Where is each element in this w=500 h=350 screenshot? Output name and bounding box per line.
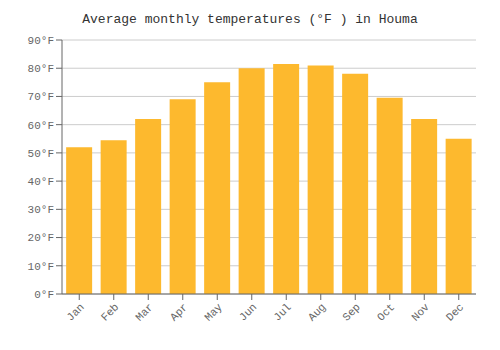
svg-text:60°F: 60°F — [28, 120, 54, 132]
svg-text:70°F: 70°F — [28, 91, 54, 103]
svg-text:90°F: 90°F — [28, 35, 54, 47]
svg-text:30°F: 30°F — [28, 204, 54, 216]
svg-text:40°F: 40°F — [28, 176, 54, 188]
svg-text:Nov: Nov — [409, 301, 432, 324]
svg-text:Feb: Feb — [99, 301, 121, 323]
svg-text:Jan: Jan — [64, 301, 86, 323]
svg-text:Dec: Dec — [444, 301, 466, 323]
svg-text:May: May — [202, 301, 225, 324]
html-text:Average monthly temperatures (: Average monthly temperatures (°F ) in Ho… — [82, 12, 418, 27]
svg-text:Jul: Jul — [271, 301, 293, 323]
svg-text:10°F: 10°F — [28, 261, 54, 273]
svg-text:Mar: Mar — [133, 301, 155, 323]
svg-text:80°F: 80°F — [28, 63, 54, 75]
svg-text:50°F: 50°F — [28, 148, 54, 160]
svg-text:Aug: Aug — [306, 301, 328, 323]
svg-text:Oct: Oct — [375, 301, 397, 323]
svg-text:Sep: Sep — [340, 301, 362, 323]
svg-text:Jun: Jun — [237, 301, 259, 323]
svg-text:20°F: 20°F — [28, 232, 54, 244]
svg-text:0°F: 0°F — [34, 289, 54, 301]
svg-text:Apr: Apr — [168, 301, 190, 323]
